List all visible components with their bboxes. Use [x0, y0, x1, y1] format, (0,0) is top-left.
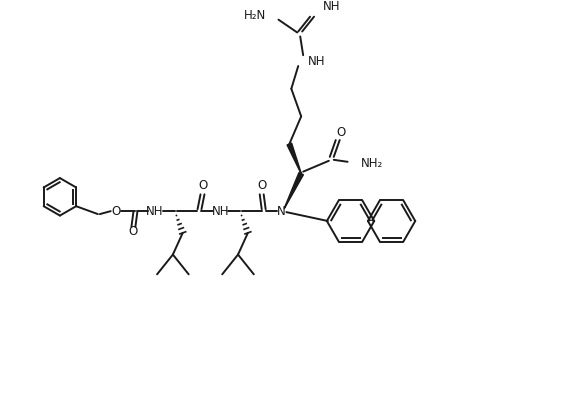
- Polygon shape: [284, 173, 303, 208]
- Text: NH: NH: [146, 205, 164, 218]
- Text: NH₂: NH₂: [360, 157, 383, 170]
- Text: O: O: [336, 126, 345, 139]
- Text: O: O: [257, 179, 266, 192]
- Text: NH: NH: [323, 0, 341, 13]
- Text: O: O: [129, 225, 138, 239]
- Text: O: O: [199, 179, 208, 192]
- Polygon shape: [287, 143, 301, 174]
- Text: N: N: [277, 205, 286, 218]
- Text: H₂N: H₂N: [243, 9, 266, 22]
- Text: O: O: [111, 205, 120, 218]
- Text: NH: NH: [308, 55, 325, 68]
- Text: NH: NH: [211, 205, 229, 218]
